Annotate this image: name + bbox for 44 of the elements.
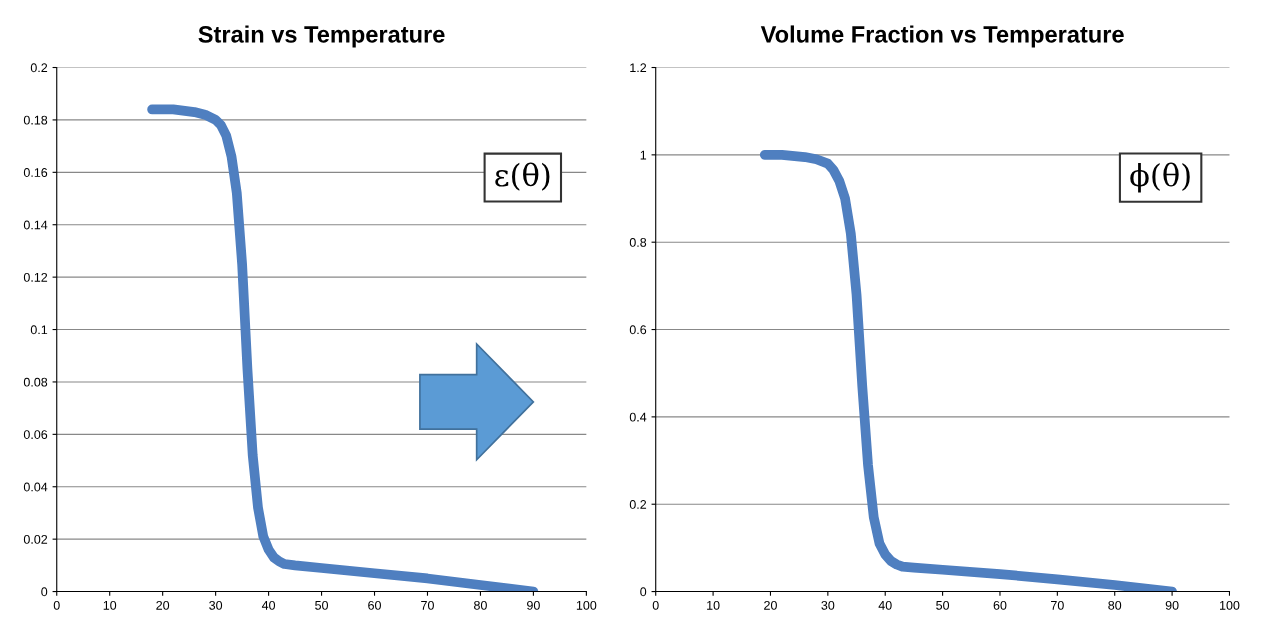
chart-title: Volume Fraction vs Temperature: [760, 25, 1124, 48]
y-tick-label: 0.2: [30, 63, 48, 73]
y-tick-label: 0.1: [30, 325, 48, 335]
x-tick-label: 20: [764, 600, 777, 610]
annotation: ε(θ): [495, 162, 550, 191]
x-tick-label: 10: [103, 600, 117, 610]
y-tick-label: 0.16: [23, 168, 48, 177]
x-tick-label: 90: [1165, 600, 1179, 610]
x-tick-label: 0: [652, 600, 659, 610]
x-tick-label: 80: [474, 600, 487, 610]
x-tick-label: 70: [1051, 600, 1064, 610]
y-tick-label: 0: [41, 587, 48, 597]
y-tick-label: 0.8: [629, 238, 647, 247]
x-tick-label: 70: [421, 600, 434, 610]
x-tick-label: 10: [707, 600, 720, 610]
y-tick-label: 0.08: [23, 377, 48, 387]
annotation: ϕ(θ): [1130, 162, 1190, 193]
x-tick-label: 60: [368, 600, 381, 610]
x-tick-label: 20: [156, 600, 170, 610]
y-tick-label: 0.12: [23, 272, 48, 282]
y-tick-label: 0.04: [23, 482, 48, 492]
y-tick-label: 0.06: [23, 430, 48, 439]
x-tick-label: 0: [53, 600, 60, 610]
y-tick-label: 1: [640, 150, 647, 160]
y-tick-label: 0: [640, 587, 647, 597]
x-tick-label: 30: [209, 600, 223, 610]
y-tick-label: 0.4: [629, 412, 647, 422]
y-tick-label: 0.6: [629, 325, 647, 335]
x-tick-label: 50: [315, 600, 329, 610]
chart-title: Strain vs Temperature: [198, 25, 445, 48]
y-tick-label: 0.18: [23, 115, 48, 125]
y-tick-label: 1.2: [630, 63, 647, 73]
x-tick-label: 80: [1108, 600, 1122, 610]
x-tick-label: 90: [527, 600, 540, 610]
x-tick-label: 30: [821, 600, 835, 610]
x-tick-label: 100: [576, 600, 597, 610]
x-tick-label: 100: [1220, 600, 1240, 610]
x-tick-label: 60: [993, 600, 1007, 610]
x-tick-label: 40: [261, 600, 276, 610]
x-tick-label: 50: [936, 600, 950, 610]
y-tick-label: 0.2: [629, 500, 647, 509]
x-tick-label: 40: [878, 600, 892, 610]
y-tick-label: 0.02: [23, 534, 48, 544]
y-tick-label: 0.14: [23, 220, 48, 230]
